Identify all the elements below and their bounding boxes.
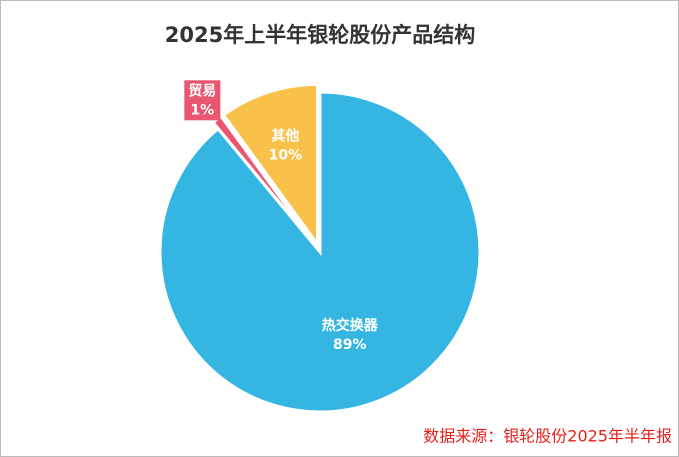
pie-slice: [221, 82, 320, 250]
value-label: 89%: [333, 337, 367, 353]
value-label: 1%: [190, 102, 214, 118]
pie-slice: [158, 90, 482, 414]
slice-label: 热交换器: [322, 317, 379, 334]
slice-label: 贸易: [188, 82, 216, 99]
slice-label: 其他: [271, 127, 299, 144]
value-label: 10%: [269, 147, 303, 163]
source-note: 数据来源：银轮股份2025年半年报: [423, 427, 672, 446]
chart-title: 2025年上半年银轮股份产品结构: [165, 23, 475, 47]
label-box: [184, 80, 221, 121]
